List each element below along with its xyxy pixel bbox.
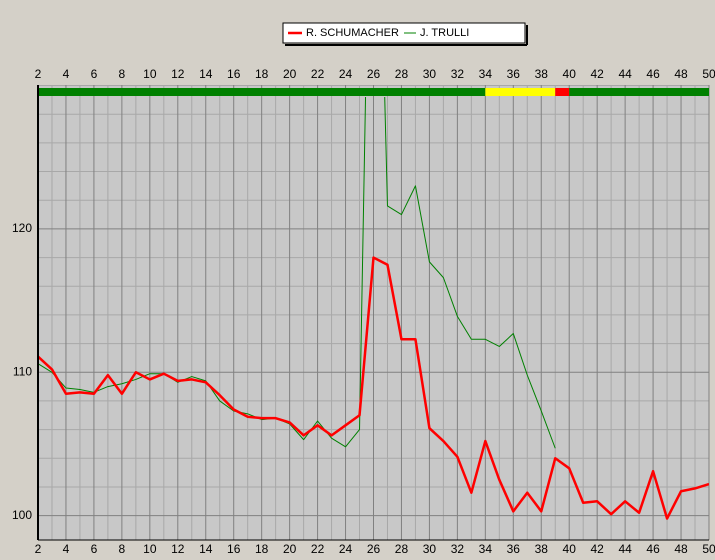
x-tick-label: 6 — [91, 542, 98, 556]
flag-segment — [569, 88, 709, 96]
lines — [38, 97, 709, 520]
x-tick-label-top: 4 — [63, 67, 70, 81]
series-line — [38, 256, 709, 520]
x-tick-label-top: 48 — [674, 67, 688, 81]
x-tick-label-top: 16 — [227, 67, 241, 81]
x-tick-label: 34 — [479, 542, 493, 556]
x-tick-label-top: 50 — [702, 67, 715, 81]
series-line — [38, 97, 556, 449]
x-tick-label: 18 — [255, 542, 269, 556]
x-tick-label-top: 20 — [283, 67, 297, 81]
x-tick-label: 44 — [618, 542, 632, 556]
x-tick-label-top: 24 — [339, 67, 353, 81]
x-tick-label-top: 30 — [423, 67, 437, 81]
x-tick-label: 4 — [63, 542, 70, 556]
y-tick-label: 120 — [12, 221, 32, 235]
x-tick-label: 46 — [646, 542, 660, 556]
x-tick-label: 48 — [674, 542, 688, 556]
x-tick-label: 16 — [227, 542, 241, 556]
y-tick-label: 100 — [12, 508, 32, 522]
y-tick-label: 110 — [13, 364, 32, 378]
x-tick-label-top: 2 — [35, 67, 42, 81]
x-tick-label-top: 6 — [91, 67, 98, 81]
x-tick-label: 38 — [535, 542, 549, 556]
x-tick-label: 2 — [35, 542, 42, 556]
flag-segment — [38, 88, 486, 96]
grid — [37, 85, 710, 540]
flag-bar — [38, 88, 709, 96]
x-tick-label: 20 — [283, 542, 297, 556]
x-tick-label: 24 — [339, 542, 353, 556]
x-tick-label-top: 34 — [479, 67, 493, 81]
x-tick-label-top: 38 — [535, 67, 549, 81]
x-tick-label-top: 28 — [395, 67, 409, 81]
x-tick-label-top: 18 — [255, 67, 269, 81]
x-tick-label: 28 — [395, 542, 409, 556]
x-tick-label-top: 8 — [119, 67, 126, 81]
x-tick-label-top: 42 — [590, 67, 604, 81]
x-tick-label: 36 — [507, 542, 521, 556]
x-tick-label-top: 12 — [171, 67, 185, 81]
x-tick-label-top: 26 — [367, 67, 381, 81]
x-tick-label-top: 32 — [451, 67, 465, 81]
x-tick-label: 50 — [702, 542, 715, 556]
x-tick-label-top: 14 — [199, 67, 213, 81]
x-tick-label: 12 — [171, 542, 185, 556]
x-tick-label-top: 40 — [563, 67, 577, 81]
x-tick-label: 10 — [143, 542, 157, 556]
flag-segment — [555, 88, 570, 96]
legend-label: R. SCHUMACHER — [306, 27, 399, 39]
x-tick-label-top: 46 — [646, 67, 660, 81]
x-tick-label-top: 22 — [311, 67, 325, 81]
x-tick-label-top: 10 — [143, 67, 157, 81]
x-tick-label-top: 44 — [618, 67, 632, 81]
x-tick-label: 30 — [423, 542, 437, 556]
x-tick-label-top: 36 — [507, 67, 521, 81]
flag-segment — [485, 88, 556, 96]
x-tick-label: 32 — [451, 542, 465, 556]
x-tick-label: 14 — [199, 542, 213, 556]
x-tick-label: 22 — [311, 542, 325, 556]
legend: R. SCHUMACHER J. TRULLI — [282, 22, 528, 46]
x-tick-label: 26 — [367, 542, 381, 556]
x-tick-label: 40 — [563, 542, 577, 556]
legend-label: J. TRULLI — [420, 27, 469, 39]
x-tick-label: 8 — [119, 542, 126, 556]
x-tick-label: 42 — [590, 542, 604, 556]
